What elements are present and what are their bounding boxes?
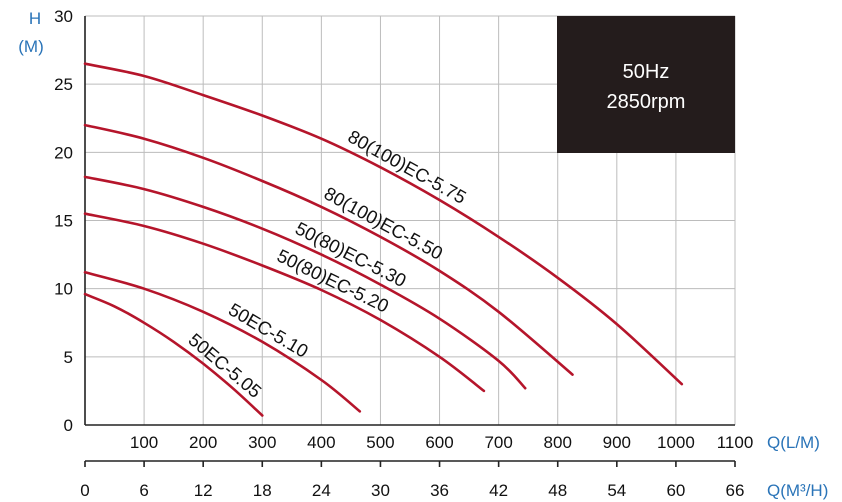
x-tick-label-lpm: 1100 (717, 433, 754, 452)
legend-box (557, 16, 735, 153)
y-tick-label: 20 (54, 143, 73, 162)
x-tick-label-lpm: 400 (307, 433, 335, 452)
x-tick-label-lpm: 500 (366, 433, 394, 452)
y-axis-label-h: H (29, 9, 41, 28)
y-tick-label: 25 (54, 75, 73, 94)
curve-label: 50EC-5.10 (225, 299, 312, 362)
x-tick-label-lpm: 100 (130, 433, 158, 452)
x-tick-label-lpm: 300 (248, 433, 276, 452)
pump-curve (83, 292, 264, 417)
curve-label: 80(100)EC-5.75 (345, 126, 470, 208)
y-tick-label: 5 (64, 348, 73, 367)
pump-curve (83, 175, 527, 390)
y-tick-label: 30 (54, 7, 73, 26)
y-axis-label-unit: (M) (18, 37, 43, 56)
curves (83, 62, 684, 417)
x-tick-label-lpm: 900 (603, 433, 631, 452)
x-tick-label-lpm: 1000 (657, 433, 695, 452)
x-tick-label-m3h: 36 (430, 481, 449, 500)
y-tick-label: 15 (54, 212, 73, 231)
y-tick-label: 10 (54, 280, 73, 299)
x-tick-label-m3h: 24 (312, 481, 331, 500)
legend-speed: 2850rpm (607, 91, 686, 113)
x-tick-label-lpm: 700 (484, 433, 512, 452)
x-tick-label-m3h: 6 (139, 481, 148, 500)
x-tick-label-m3h: 42 (489, 481, 508, 500)
curve-label: 50EC-5.05 (185, 329, 266, 402)
pump-curve (83, 212, 486, 393)
x-tick-label-lpm: 800 (544, 433, 572, 452)
legend-frequency: 50Hz (623, 61, 670, 83)
y-tick-label: 0 (64, 416, 73, 435)
x-tick-label-m3h: 54 (607, 481, 626, 500)
x-tick-label-m3h: 60 (666, 481, 685, 500)
x-axis-label-m3h: Q(M³/H) (767, 481, 828, 500)
x-tick-label-m3h: 18 (253, 481, 272, 500)
x-tick-label-m3h: 0 (80, 481, 89, 500)
x-tick-label-m3h: 66 (726, 481, 745, 500)
x-tick-label-lpm: 200 (189, 433, 217, 452)
pump-curve (83, 123, 574, 376)
pump-curve (83, 62, 684, 386)
pump-curve (83, 271, 362, 413)
x-tick-label-m3h: 30 (371, 481, 390, 500)
x-axis-label-lpm: Q(L/M) (767, 433, 820, 452)
x-tick-label-lpm: 600 (425, 433, 453, 452)
x-tick-label-m3h: 12 (194, 481, 213, 500)
x-tick-label-m3h: 48 (548, 481, 567, 500)
